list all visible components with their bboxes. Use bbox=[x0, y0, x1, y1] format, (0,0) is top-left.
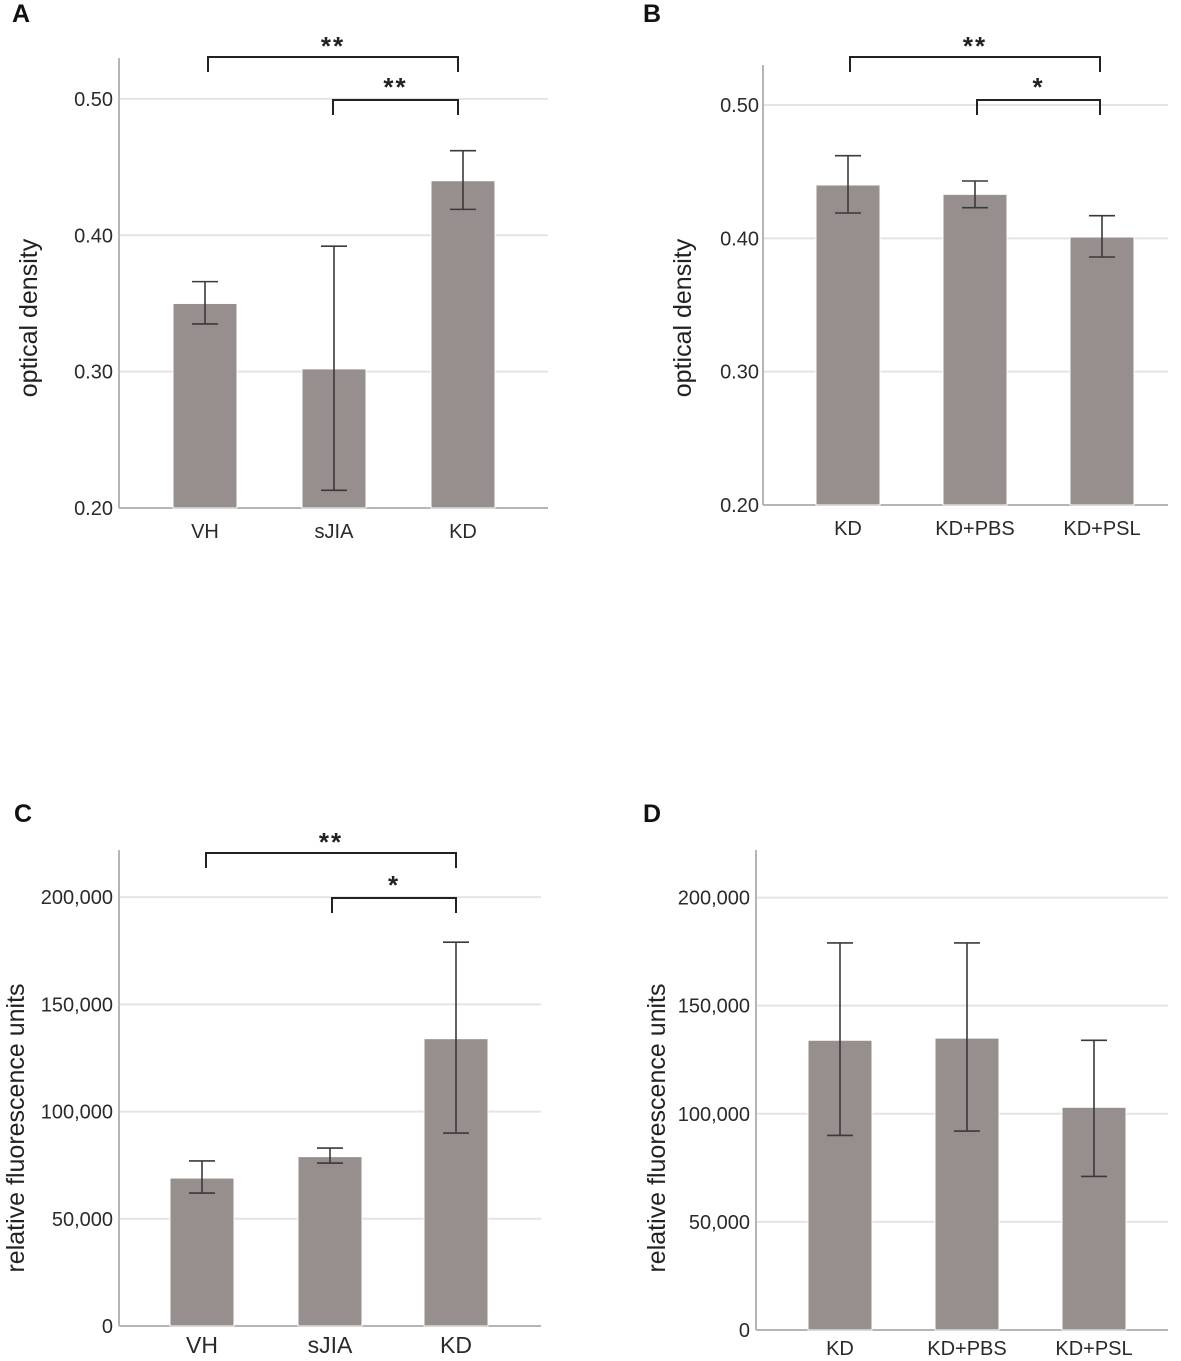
x-category-label: KD+PBS bbox=[935, 518, 1014, 540]
y-tick-label: 0.20 bbox=[74, 498, 113, 520]
bar-kd-plus-pbs bbox=[942, 193, 1008, 506]
bar-vh bbox=[169, 1177, 235, 1327]
y-tick-label: 50,000 bbox=[689, 1212, 750, 1234]
significance-bracket bbox=[205, 852, 457, 868]
x-category-label: sJIA bbox=[315, 521, 355, 543]
y-tick-label: 100,000 bbox=[678, 1104, 750, 1126]
y-tick-label: 50,000 bbox=[52, 1209, 113, 1231]
panel-label: B bbox=[643, 0, 661, 28]
y-axis-title: relative fluorescence units bbox=[643, 983, 671, 1272]
significance-bracket bbox=[331, 897, 457, 913]
significance-label: * bbox=[388, 870, 400, 900]
significance-bracket bbox=[207, 56, 459, 72]
bar-kd-plus-psl bbox=[1069, 236, 1135, 506]
x-category-label: KD bbox=[440, 1332, 472, 1358]
y-tick-label: 150,000 bbox=[41, 994, 113, 1016]
panel-label: D bbox=[643, 800, 661, 828]
y-tick-label: 0 bbox=[102, 1316, 113, 1338]
x-category-label: KD+PBS bbox=[927, 1338, 1006, 1360]
panel-B: B 0.20 0.30 0.40 0.50 optical density KD KD+PBS… bbox=[643, 0, 1168, 540]
panel-label: C bbox=[14, 800, 32, 828]
x-category-label: VH bbox=[186, 1332, 218, 1358]
significance-label: ** bbox=[319, 827, 343, 857]
bar-vh bbox=[172, 302, 238, 509]
bar-kd bbox=[815, 184, 881, 506]
y-tick-label: 0.20 bbox=[720, 495, 759, 517]
y-tick-label: 100,000 bbox=[41, 1102, 113, 1124]
y-axis-title: optical density bbox=[15, 238, 43, 397]
y-axis-title: optical density bbox=[669, 238, 697, 397]
y-tick-label: 0.50 bbox=[74, 89, 113, 111]
y-tick-label: 0.40 bbox=[720, 228, 759, 250]
x-category-label: KD bbox=[834, 518, 862, 540]
y-tick-label: 0 bbox=[739, 1320, 750, 1342]
y-tick-label: 150,000 bbox=[678, 996, 750, 1018]
significance-label: ** bbox=[383, 72, 407, 102]
panel-C: C 0 50,000 100,000 150,000 200,000 relative fl… bbox=[2, 800, 541, 1358]
panel-label: A bbox=[12, 0, 30, 28]
y-axis-title: relative fluorescence units bbox=[2, 983, 30, 1272]
x-category-label: KD bbox=[449, 521, 477, 543]
y-tick-label: 200,000 bbox=[41, 887, 113, 909]
x-category-label: sJIA bbox=[308, 1332, 353, 1358]
panel-A: A 0.20 0.30 0.40 0.50 optical density VH sJIA KD… bbox=[12, 0, 548, 543]
significance-bracket bbox=[976, 99, 1101, 115]
bar-sjia bbox=[297, 1156, 363, 1327]
x-category-label: KD+PSL bbox=[1055, 1338, 1132, 1360]
significance-label: * bbox=[1032, 72, 1044, 102]
significance-label: ** bbox=[321, 31, 345, 61]
y-tick-label: 0.50 bbox=[720, 95, 759, 117]
x-category-label: KD+PSL bbox=[1063, 518, 1140, 540]
x-category-label: KD bbox=[826, 1338, 854, 1360]
significance-label: ** bbox=[963, 31, 987, 61]
x-category-label: VH bbox=[191, 521, 219, 543]
y-tick-label: 0.30 bbox=[720, 362, 759, 384]
significance-bracket bbox=[849, 56, 1101, 72]
significance-bracket bbox=[332, 99, 459, 115]
y-tick-label: 0.30 bbox=[74, 362, 113, 384]
y-tick-label: 0.40 bbox=[74, 225, 113, 247]
bar-kd bbox=[430, 180, 496, 509]
y-tick-label: 200,000 bbox=[678, 888, 750, 910]
panel-D: D 0 50,000 100,000 150,000 200,000 relative fl… bbox=[643, 800, 1168, 1360]
